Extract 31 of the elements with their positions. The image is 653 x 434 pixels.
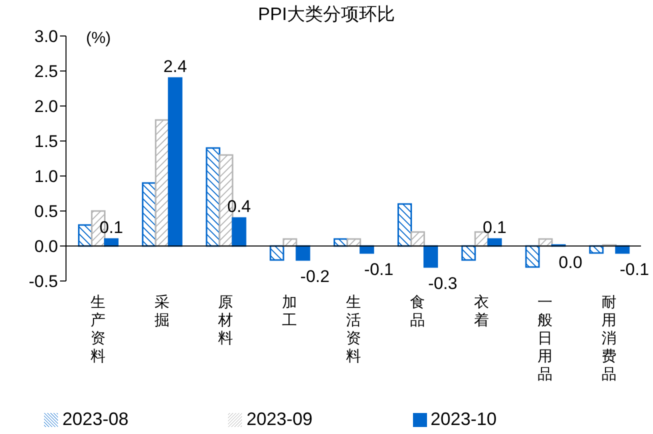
y-tick-label: 3.0	[34, 27, 58, 46]
legend-label: 2023-08	[62, 409, 128, 429]
x-tick-label: 生产资料	[90, 293, 106, 365]
data-label: -0.1	[620, 260, 650, 279]
data-label: -0.1	[364, 260, 394, 279]
x-tick-label: 耐用消费品	[602, 293, 617, 383]
y-tick-label: 0.5	[34, 202, 58, 222]
data-label: 0.1	[482, 218, 506, 237]
x-tick-label: 衣着	[474, 293, 489, 329]
data-label: 0.4	[227, 197, 251, 216]
legend-label: 2023-10	[430, 409, 497, 429]
data-label: 0.0	[558, 253, 582, 272]
y-tick-label: -0.5	[28, 272, 58, 292]
x-tick-label: 生活资料	[346, 293, 361, 365]
data-label: 2.4	[163, 57, 187, 76]
data-label: -0.3	[428, 274, 458, 293]
y-tick-label: 2.5	[34, 62, 58, 82]
legend-label: 2023-09	[246, 409, 313, 429]
x-tick-label: 采掘	[154, 293, 170, 329]
data-label: 0.1	[99, 218, 124, 237]
x-tick-label: 一般日用品	[538, 293, 553, 383]
y-tick-label: 2.0	[34, 97, 58, 116]
chart-title: PPI大类分项环比	[256, 3, 396, 26]
x-tick-label: 食品	[410, 293, 425, 329]
data-label: -0.2	[300, 267, 330, 286]
x-tick-label: 原材料	[217, 293, 234, 347]
y-tick-label: 1.0	[34, 167, 58, 186]
x-tick-label: 加工	[282, 293, 298, 329]
y-tick-label: 0.0	[34, 237, 58, 256]
y-axis-title: (%)	[86, 30, 111, 48]
y-tick-label: 1.5	[34, 132, 58, 152]
